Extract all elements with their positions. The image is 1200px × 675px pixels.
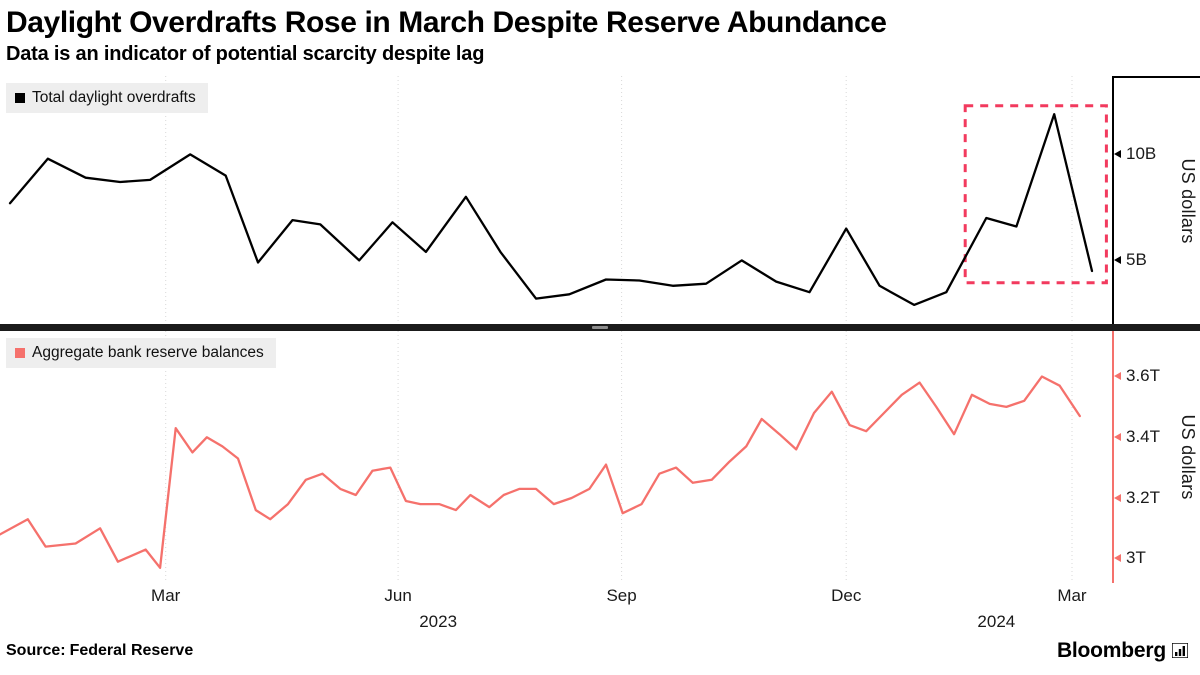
source-note: Source: Federal Reserve — [6, 642, 193, 660]
y-tick-3.2T: 3.2T — [1114, 488, 1160, 508]
page-subtitle: Data is an indicator of potential scarci… — [6, 42, 485, 65]
bloomberg-chart-icon — [1172, 643, 1188, 658]
y-tick-label: 3.6T — [1126, 366, 1161, 385]
y-tick-label: 5B — [1126, 249, 1147, 269]
x-year-label-2023: 2023 — [419, 611, 458, 631]
chart-area: Total daylight overdrafts US dollars 10B… — [0, 75, 1200, 635]
y-tick-3T: 3T — [1114, 548, 1146, 568]
y-tick-3.4T: 3.4T — [1114, 427, 1160, 447]
y-tick-label: 3T — [1126, 548, 1146, 568]
x-year-label-2024: 2024 — [977, 611, 1016, 631]
total-daylight-overdrafts-svg — [8, 75, 1108, 324]
tick-mark-icon — [1114, 493, 1121, 502]
source-value: Federal Reserve — [69, 641, 194, 659]
y-tick-3.6T: 3.6T — [1114, 366, 1160, 386]
overdrafts-plot: Total daylight overdrafts — [0, 75, 1112, 324]
y-axis-title: US dollars — [1178, 413, 1198, 500]
x-tick-label-Sep: Sep — [606, 585, 637, 605]
y-tick-label: 3.4T — [1126, 426, 1161, 446]
legend-swatch-red — [15, 347, 25, 358]
source-label: Source: — [6, 641, 66, 659]
tick-mark-icon — [1114, 432, 1121, 441]
y-tick-5B: 5B — [1114, 250, 1147, 270]
legend-label: Total daylight overdrafts — [32, 88, 196, 106]
aggregate-bank-reserve-balances-svg — [0, 330, 1081, 583]
bloomberg-wordmark: Bloomberg — [1056, 638, 1166, 662]
reserves-plot: Aggregate bank reserve balances — [0, 330, 1112, 583]
legend-overdrafts: Total daylight overdrafts — [6, 82, 208, 113]
divider-handle-icon — [592, 325, 608, 329]
highlight-box — [963, 103, 1108, 284]
x-tick-label-Jun: Jun — [384, 585, 412, 605]
y-tick-10B: 10B — [1114, 144, 1156, 164]
reserves-panel: Aggregate bank reserve balances US dolla… — [0, 330, 1200, 583]
legend-swatch-black — [15, 92, 25, 103]
x-axis-months: Mar Jun Sep Dec Mar — [0, 583, 1112, 609]
chart-header: Daylight Overdrafts Rose in March Despit… — [0, 0, 1200, 66]
tick-mark-icon — [1114, 255, 1121, 264]
aggregate-bank-reserve-balances-line — [0, 374, 1081, 569]
page-title: Daylight Overdrafts Rose in March Despit… — [6, 6, 887, 39]
y-tick-label: 3.2T — [1126, 487, 1161, 507]
bloomberg-logo: Bloomberg — [1057, 639, 1188, 663]
legend-reserves: Aggregate bank reserve balances — [6, 337, 276, 368]
reserves-y-axis: US dollars 3.6T 3.4T 3.2T 3T — [1112, 330, 1200, 583]
total-daylight-overdrafts-line — [8, 112, 1094, 306]
overdrafts-y-axis: US dollars 10B 5B — [1112, 75, 1200, 324]
y-axis-title: US dollars — [1178, 157, 1198, 244]
x-tick-label-Mar: Mar — [1057, 585, 1087, 605]
panel-divider — [0, 323, 1200, 331]
tick-mark-icon — [1114, 554, 1121, 563]
x-tick-label-Dec: Dec — [831, 585, 862, 605]
chart-footer: Source: Federal Reserve Bloomberg — [0, 635, 1200, 663]
y-tick-label: 10B — [1126, 143, 1157, 163]
x-axis-years: 2023 2024 — [0, 609, 1112, 635]
tick-mark-icon — [1114, 149, 1121, 158]
legend-label: Aggregate bank reserve balances — [32, 343, 264, 361]
overdrafts-panel: Total daylight overdrafts US dollars 10B… — [0, 75, 1200, 324]
tick-mark-icon — [1114, 372, 1121, 380]
x-tick-label-Mar: Mar — [151, 585, 181, 605]
